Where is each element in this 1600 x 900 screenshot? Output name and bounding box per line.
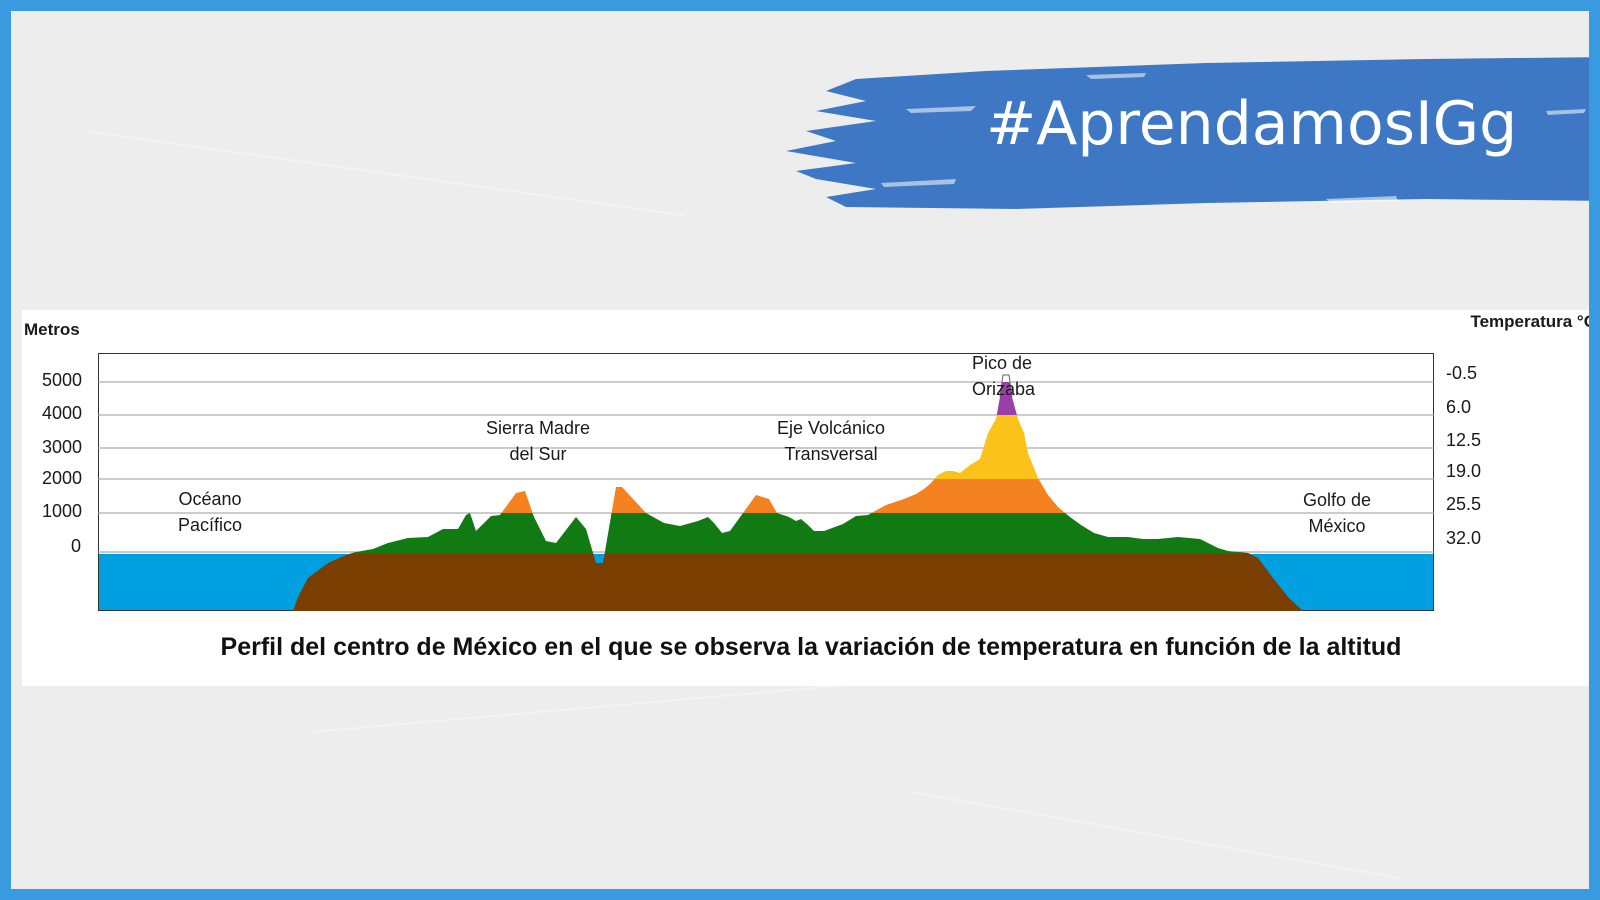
temperature-tick: 12.5 bbox=[1446, 430, 1482, 450]
temperature-tick: 6.0 bbox=[1446, 397, 1472, 417]
label-pico-de-orizaba: Pico de Orizaba bbox=[972, 353, 1036, 399]
label-eje-volcanico: Eje Volcánico Transversal bbox=[776, 418, 886, 464]
label-golfo-de-mexico: Golfo de México bbox=[1302, 490, 1372, 536]
paper-texture bbox=[90, 131, 686, 217]
altitude-profile-figure: Metros Temperatura °C 5000 4000 3000 200… bbox=[22, 310, 1596, 686]
temperature-tick: -0.5 bbox=[1446, 363, 1478, 383]
label-oceano-pacifico: Océano Pacífico bbox=[177, 489, 243, 535]
temperature-tick: 32.0 bbox=[1446, 528, 1482, 548]
temperature-tick: 25.5 bbox=[1446, 494, 1482, 514]
left-axis-title: Metros bbox=[24, 320, 80, 339]
elevation-tick: 0 bbox=[71, 536, 82, 556]
elevation-tick: 3000 bbox=[42, 437, 83, 457]
paper-texture bbox=[910, 791, 1404, 880]
temperature-tick: 19.0 bbox=[1446, 461, 1482, 481]
hashtag-title: #AprendamosIGg bbox=[986, 89, 1518, 159]
right-axis-title: Temperatura °C bbox=[1470, 312, 1596, 331]
brush-stroke-banner bbox=[786, 57, 1589, 209]
elevation-tick: 5000 bbox=[42, 370, 83, 390]
label-sierra-madre-del-sur: Sierra Madre del Sur bbox=[485, 418, 591, 464]
elevation-tick: 2000 bbox=[42, 468, 83, 488]
elevation-tick: 4000 bbox=[42, 403, 83, 423]
elevation-tick: 1000 bbox=[42, 501, 83, 521]
figure-caption: Perfil del centro de México en el que se… bbox=[220, 633, 1402, 661]
terrain-profile bbox=[98, 353, 1434, 611]
